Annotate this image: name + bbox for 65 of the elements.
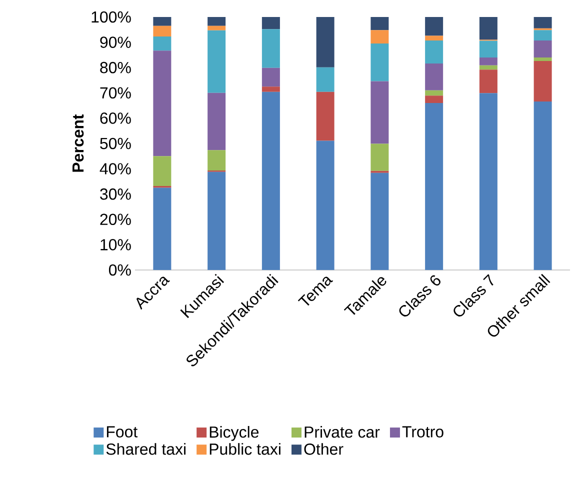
bar: [262, 16, 280, 30]
bar: [425, 16, 444, 36]
bar: [479, 57, 498, 66]
y-tick-label: 10%: [100, 239, 131, 250]
bar: [262, 68, 280, 87]
bar: [153, 50, 172, 156]
bar: [534, 57, 552, 62]
bar: [153, 26, 172, 36]
bar: [479, 40, 498, 58]
bar: [370, 16, 389, 30]
y-tick-label: 50%: [100, 138, 131, 150]
legend-label: Bicycle: [210, 426, 259, 441]
bar: [425, 103, 444, 270]
bar: [153, 16, 172, 26]
bar: [153, 156, 172, 186]
y-tick-label: 0%: [108, 264, 131, 276]
bar: [208, 26, 226, 30]
bar: [316, 16, 334, 68]
legend-label: Private car: [304, 426, 380, 438]
bar: [316, 140, 334, 270]
legend-label: Shared taxi: [106, 443, 186, 455]
bar: [425, 40, 444, 64]
bar: [425, 90, 444, 96]
bar: [425, 64, 444, 90]
bar: [425, 96, 444, 104]
bar: [370, 30, 389, 44]
bar: [208, 30, 226, 93]
y-tick-label: 40%: [100, 163, 131, 174]
bar: [153, 36, 172, 51]
bar: [262, 29, 280, 68]
bar: [316, 92, 334, 141]
bar: [534, 101, 552, 270]
y-axis-title: Percent: [72, 114, 84, 172]
y-tick-label: 20%: [100, 214, 131, 226]
bar: [262, 86, 280, 92]
bar: [208, 92, 226, 150]
legend-label: Public taxi: [210, 443, 280, 455]
y-tick-label: 100%: [92, 11, 131, 23]
bar: [262, 92, 280, 270]
bar: [534, 16, 552, 28]
bar: [208, 150, 226, 171]
bar: [208, 172, 226, 270]
bar: [534, 40, 552, 58]
bar: [370, 81, 389, 144]
bar: [316, 67, 334, 92]
y-tick-label: 80%: [100, 62, 131, 74]
bar: [479, 93, 498, 270]
bar: [479, 65, 498, 70]
y-tick-label: 60%: [100, 112, 131, 124]
y-tick-label: 70%: [100, 87, 131, 99]
bar: [534, 30, 552, 41]
legend-label: Trotro: [402, 426, 444, 438]
y-tick-label: 90%: [100, 36, 131, 48]
legend-label: Foot: [106, 426, 138, 438]
bar: [370, 172, 389, 270]
y-tick-label: 30%: [100, 188, 131, 200]
bar: [479, 16, 498, 40]
bar: [153, 188, 172, 270]
bar: [479, 70, 498, 94]
bar: [425, 36, 444, 41]
legend-label: Other: [304, 443, 344, 455]
bar: [370, 44, 389, 82]
bar: [534, 61, 552, 102]
bar: [208, 16, 226, 26]
bar: [370, 144, 389, 171]
